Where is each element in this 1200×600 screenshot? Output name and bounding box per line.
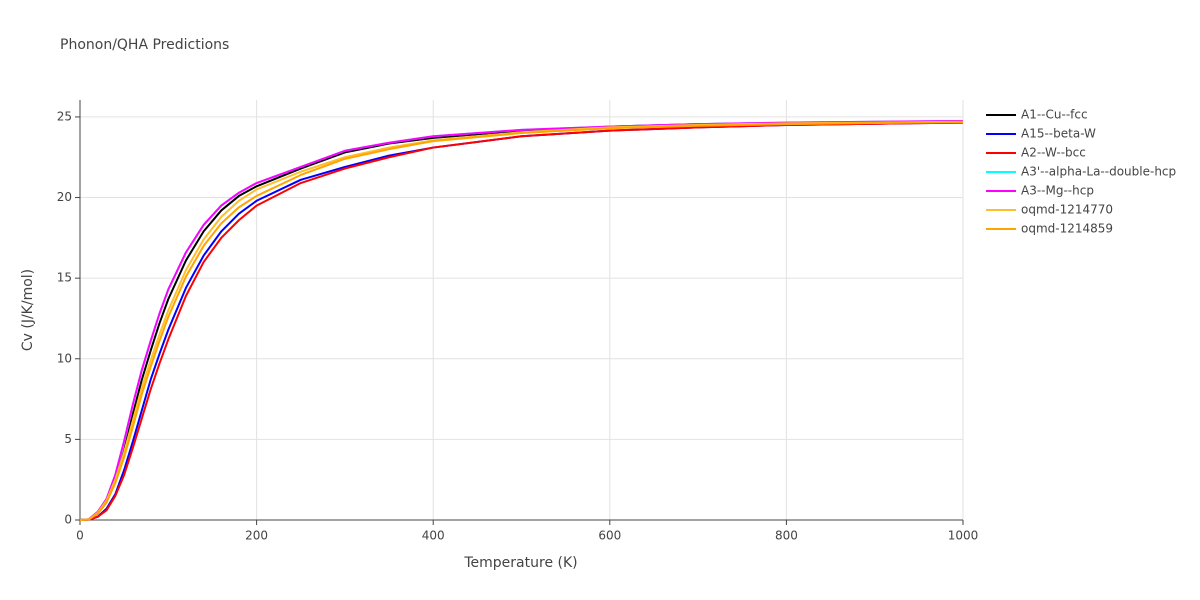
legend-label: A2--W--bcc <box>1021 146 1086 160</box>
data-line <box>79 121 964 521</box>
data-line <box>79 120 964 521</box>
legend-label: oqmd-1214859 <box>1021 222 1113 236</box>
legend-label: A3'--alpha-La--double-hcp <box>1021 165 1176 179</box>
data-line <box>79 120 964 521</box>
y-tick-label: 25 <box>57 109 72 123</box>
x-axis-title: Temperature (K) <box>463 555 577 571</box>
y-tick-label: 10 <box>57 351 72 365</box>
x-tick-label: 1000 <box>948 529 979 543</box>
x-tick-label: 0 <box>76 529 84 543</box>
y-tick-label: 20 <box>57 190 72 204</box>
y-tick-label: 5 <box>64 432 72 446</box>
x-tick-label: 200 <box>245 529 268 543</box>
x-tick-label: 400 <box>422 529 445 543</box>
legend-label: A1--Cu--fcc <box>1021 108 1088 122</box>
y-axis-title: Cv (J/K/mol) <box>20 269 36 351</box>
y-tick-label: 0 <box>64 513 72 527</box>
y-tick-label: 15 <box>57 271 72 285</box>
legend-label: A15--beta-W <box>1021 127 1096 141</box>
data-line <box>79 119 964 521</box>
legend-label: oqmd-1214770 <box>1021 203 1113 217</box>
x-tick-label: 600 <box>598 529 621 543</box>
data-line <box>79 121 964 521</box>
chart-title: Phonon/QHA Predictions <box>60 37 229 53</box>
data-line <box>79 119 964 521</box>
data-line <box>79 121 964 521</box>
x-tick-label: 800 <box>775 529 798 543</box>
legend-label: A3--Mg--hcp <box>1021 184 1094 198</box>
